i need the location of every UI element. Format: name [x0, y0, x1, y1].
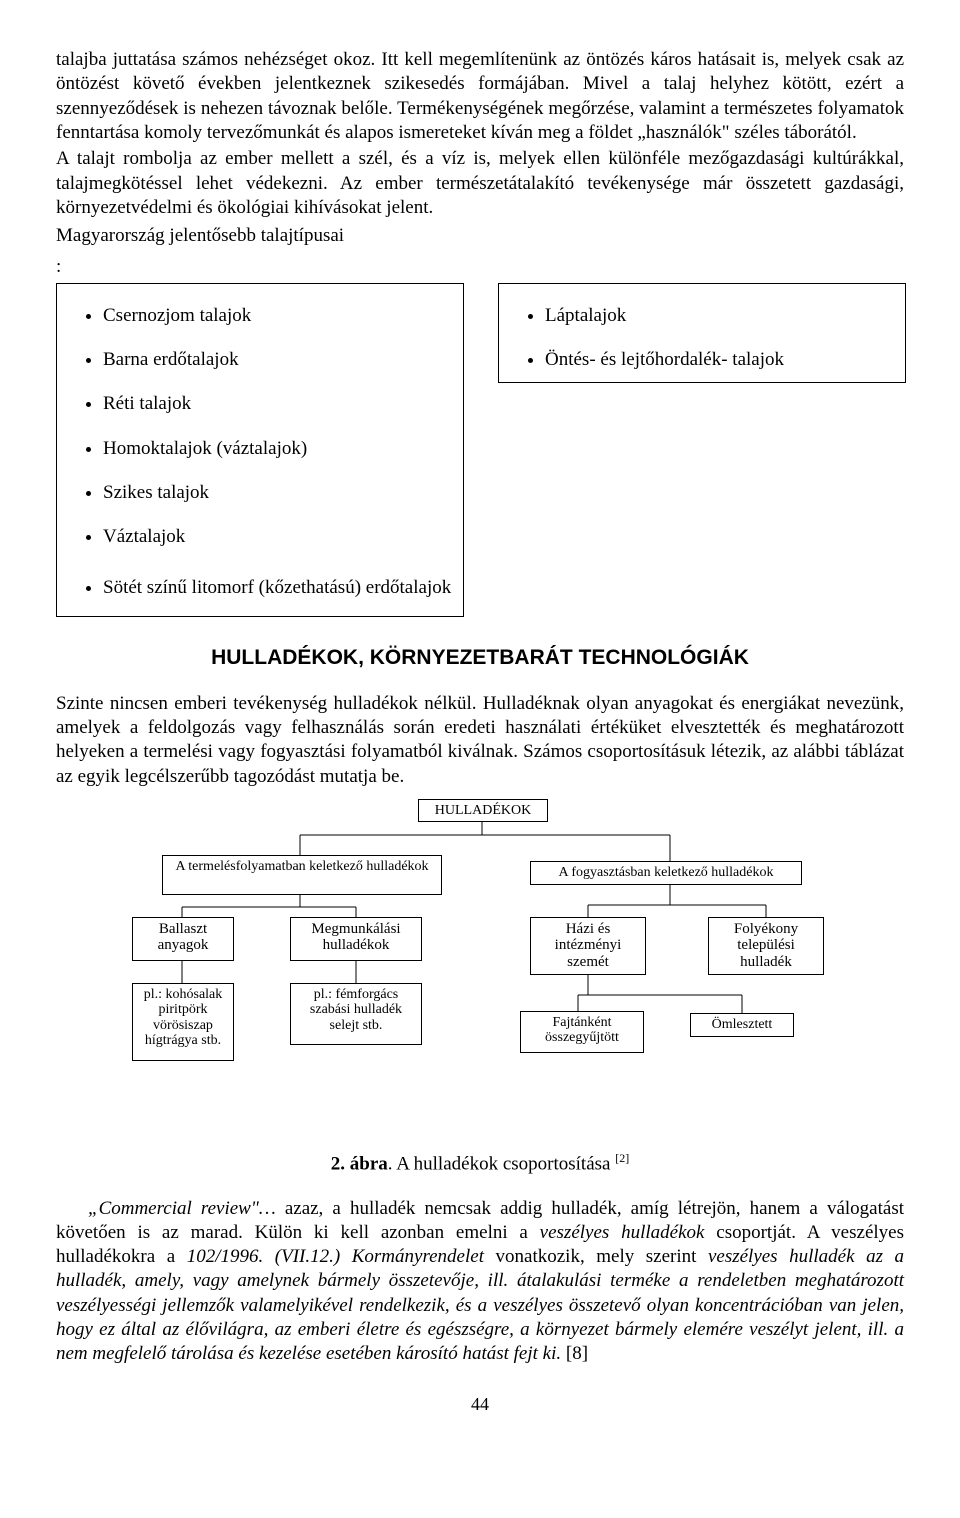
list-item: Réti talajok: [103, 392, 453, 416]
diagram-node-b4: Folyékony települési hulladék: [708, 917, 824, 975]
paragraph-2: A talajt rombolja az ember mellett a szé…: [56, 147, 904, 220]
paragraph-4: „Commercial review"… azaz, a hulladék ne…: [56, 1197, 904, 1367]
paragraph-1: talajba juttatása számos nehézséget okoz…: [56, 48, 904, 145]
waste-diagram: HULLADÉKOK A termelésfolyamatban keletkez…: [110, 799, 850, 1129]
diagram-node-b3: Házi és intézményi szemét: [530, 917, 646, 975]
section-title: HULLADÉKOK, KÖRNYEZETBARÁT TECHNOLÓGIÁK: [56, 645, 904, 672]
list-item: Váztalajok: [103, 525, 453, 549]
list-item: Szikes talajok: [103, 481, 453, 505]
list-item: Csernozjom talajok: [103, 304, 453, 328]
caption-text: . A hulladékok csoportosítása: [388, 1153, 615, 1174]
list-item: Láptalajok: [545, 304, 895, 328]
p4-lead-italic: „Commercial review"…: [88, 1198, 276, 1219]
diagram-node-n2: A fogyasztásban keletkező hulladékok: [530, 861, 802, 885]
diagram-node-b2: Megmunkálási hulladékok: [290, 917, 422, 961]
diagram-node-root: HULLADÉKOK: [418, 799, 548, 822]
diagram-node-b1: Ballaszt anyagok: [132, 917, 234, 961]
diagram-node-c1: pl.: kohósalak piritpörk vörösiszap hígt…: [132, 983, 234, 1061]
figure-caption: 2. ábra. A hulladékok csoportosítása [2]: [56, 1151, 904, 1177]
soil-box-right: Láptalajok Öntés- és lejtőhordalék- tala…: [498, 283, 906, 383]
list-item: Sötét színű litomorf (kőzethatású) erdőt…: [103, 570, 453, 606]
soil-box-left: Csernozjom talajok Barna erdőtalajok Rét…: [56, 283, 464, 617]
list-item: Barna erdőtalajok: [103, 348, 453, 372]
caption-cite: [2]: [615, 1151, 629, 1165]
soil-list-left: Csernozjom talajok Barna erdőtalajok Rét…: [67, 304, 453, 606]
diagram-node-c3: Fajtánként összegyűjtött: [520, 1011, 644, 1053]
paragraph-3: Szinte nincsen emberi tevékenység hullad…: [56, 692, 904, 789]
list-item: Homoktalajok (váztalajok): [103, 437, 453, 461]
caption-label: 2. ábra: [331, 1153, 388, 1174]
list-item: Öntés- és lejtőhordalék- talajok: [545, 348, 895, 372]
diagram-node-n1: A termelésfolyamatban keletkező hulladék…: [162, 855, 442, 895]
soil-subheader: Magyarország jelentősebb talajtípusai: [56, 224, 904, 248]
colon: :: [56, 255, 904, 279]
soil-list-right: Láptalajok Öntés- és lejtőhordalék- tala…: [509, 304, 895, 373]
diagram-node-c2: pl.: fémforgács szabási hulladék selejt …: [290, 983, 422, 1045]
diagram-node-c4: Ömlesztett: [690, 1013, 794, 1037]
page-number: 44: [56, 1393, 904, 1416]
soil-columns: Csernozjom talajok Barna erdőtalajok Rét…: [56, 283, 904, 617]
